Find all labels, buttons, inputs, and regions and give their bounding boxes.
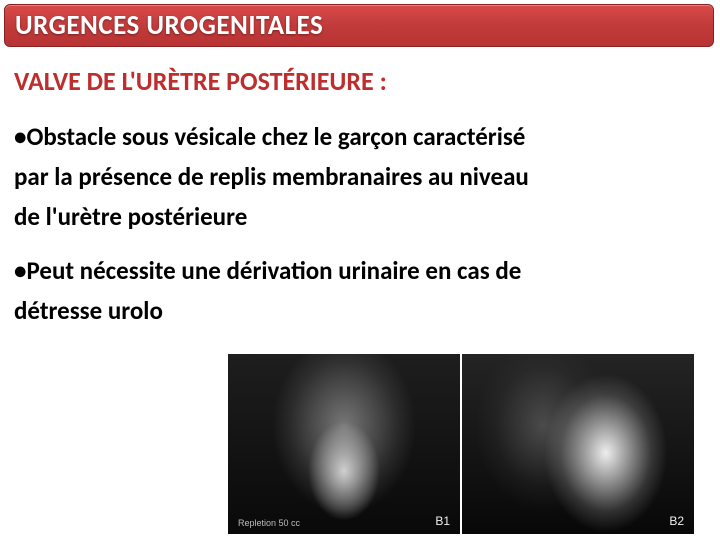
bullet-prefix: • (14, 255, 26, 286)
bullet-item: •Obstacle sous vésicale chez le garçon c… (14, 117, 702, 237)
page-title: URGENCES UROGENITALES (15, 9, 703, 42)
section-title: VALVE DE L'URÈTRE POSTÉRIEURE : (14, 65, 702, 97)
xray-image-right: B2 (462, 354, 694, 534)
bullet-line: par la présence de replis membranaires a… (14, 161, 529, 192)
bullet-line: de l'urètre postérieure (14, 201, 247, 232)
bullet-prefix: • (14, 121, 26, 152)
xray-label-left: B1 (435, 514, 450, 528)
slide-content: VALVE DE L'URÈTRE POSTÉRIEURE : •Obstacl… (0, 47, 720, 331)
xray-images: Repletion 50 cc B1 B2 (228, 354, 694, 534)
xray-label-right: B2 (669, 514, 684, 528)
xray-image-left: Repletion 50 cc B1 (228, 354, 460, 534)
xray-meta-left: Repletion 50 cc (238, 518, 300, 528)
body-text: •Obstacle sous vésicale chez le garçon c… (14, 117, 702, 331)
header-bar: URGENCES UROGENITALES (4, 4, 714, 47)
bullet-line: Peut nécessite une dérivation urinaire e… (26, 255, 521, 286)
bullet-line: Obstacle sous vésicale chez le garçon ca… (26, 121, 525, 152)
bullet-item: •Peut nécessite une dérivation urinaire … (14, 251, 702, 331)
bullet-line: détresse urolo (14, 295, 163, 326)
